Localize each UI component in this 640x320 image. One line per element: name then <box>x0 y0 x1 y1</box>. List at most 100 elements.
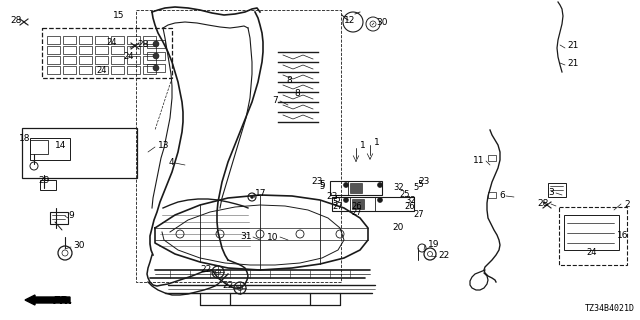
Bar <box>143 36 156 44</box>
Text: 11: 11 <box>472 156 484 164</box>
Bar <box>30 140 48 154</box>
Text: 8: 8 <box>286 76 292 84</box>
Text: 18: 18 <box>19 133 30 142</box>
Bar <box>50 212 68 224</box>
Text: 9: 9 <box>68 211 74 220</box>
Text: 26: 26 <box>404 202 415 211</box>
Text: 2: 2 <box>624 199 630 209</box>
Bar <box>127 56 140 64</box>
Bar <box>30 138 70 160</box>
Bar <box>111 36 124 44</box>
Text: 27: 27 <box>332 202 343 211</box>
Text: 8: 8 <box>294 89 300 98</box>
Bar <box>47 56 60 64</box>
Text: 30: 30 <box>73 241 84 250</box>
Text: 22: 22 <box>223 281 234 290</box>
Bar <box>63 46 76 54</box>
Text: 32: 32 <box>405 196 415 204</box>
Text: FR.: FR. <box>53 296 74 306</box>
Bar <box>564 215 619 250</box>
Circle shape <box>153 41 159 47</box>
Text: 1: 1 <box>360 140 365 149</box>
Text: 5: 5 <box>417 180 423 188</box>
Text: 10: 10 <box>266 233 278 242</box>
Bar <box>111 56 124 64</box>
Bar <box>95 66 108 74</box>
Text: 28: 28 <box>11 15 22 25</box>
Text: 21: 21 <box>567 41 579 50</box>
Text: 6: 6 <box>499 190 505 199</box>
Bar <box>350 183 362 193</box>
Bar <box>63 66 76 74</box>
Bar <box>332 197 414 211</box>
Text: 28: 28 <box>538 198 549 207</box>
Bar <box>127 66 140 74</box>
Bar <box>42 28 172 78</box>
Circle shape <box>250 196 253 198</box>
Text: 3: 3 <box>548 188 554 196</box>
Bar <box>47 36 60 44</box>
Bar <box>143 46 156 54</box>
Text: 19: 19 <box>428 239 440 249</box>
Text: TZ34B4021D: TZ34B4021D <box>585 304 635 313</box>
Text: 4: 4 <box>168 157 174 166</box>
Text: 23: 23 <box>418 177 429 186</box>
Text: 17: 17 <box>255 188 266 197</box>
Bar <box>63 36 76 44</box>
Text: 23: 23 <box>326 191 338 201</box>
Bar <box>488 192 496 198</box>
Bar <box>95 56 108 64</box>
Text: 24: 24 <box>96 66 106 75</box>
Bar <box>22 128 137 178</box>
Circle shape <box>153 53 159 59</box>
Bar <box>147 64 165 72</box>
Text: 32: 32 <box>393 182 404 191</box>
Text: 5: 5 <box>334 195 340 204</box>
Bar <box>143 66 156 74</box>
Circle shape <box>378 182 383 188</box>
Text: 7: 7 <box>272 95 278 105</box>
Bar <box>559 207 627 265</box>
Bar <box>95 46 108 54</box>
Text: 27: 27 <box>351 207 362 217</box>
Bar <box>352 199 364 209</box>
Text: 24: 24 <box>586 247 596 257</box>
Bar <box>40 180 56 190</box>
Bar <box>136 10 341 282</box>
Text: 1: 1 <box>374 138 380 147</box>
Text: 14: 14 <box>55 140 67 149</box>
FancyArrow shape <box>25 295 70 305</box>
Text: 24: 24 <box>106 37 116 46</box>
Text: 27: 27 <box>413 210 424 219</box>
Text: 12: 12 <box>344 15 355 25</box>
Text: 23: 23 <box>312 177 323 186</box>
Text: 26: 26 <box>351 202 362 211</box>
Bar <box>79 66 92 74</box>
Circle shape <box>153 65 159 71</box>
Bar <box>147 52 165 60</box>
Circle shape <box>378 197 383 203</box>
Bar <box>127 36 140 44</box>
Text: 21: 21 <box>567 59 579 68</box>
Text: 22: 22 <box>438 251 449 260</box>
Bar <box>143 56 156 64</box>
Text: 24: 24 <box>123 52 134 60</box>
Bar <box>79 56 92 64</box>
Bar <box>111 46 124 54</box>
Bar <box>63 56 76 64</box>
Text: 20: 20 <box>392 222 403 231</box>
Bar <box>79 46 92 54</box>
Bar <box>548 183 566 197</box>
Text: 28: 28 <box>137 39 148 49</box>
Text: 5: 5 <box>413 182 419 191</box>
Text: 30: 30 <box>376 18 387 27</box>
Bar <box>79 36 92 44</box>
Text: 22: 22 <box>201 266 212 275</box>
Text: 5: 5 <box>333 197 338 206</box>
Text: 5: 5 <box>319 180 325 188</box>
Bar <box>95 36 108 44</box>
Bar <box>330 181 382 195</box>
Text: 16: 16 <box>617 230 628 239</box>
Text: 13: 13 <box>158 140 170 149</box>
Bar <box>127 46 140 54</box>
